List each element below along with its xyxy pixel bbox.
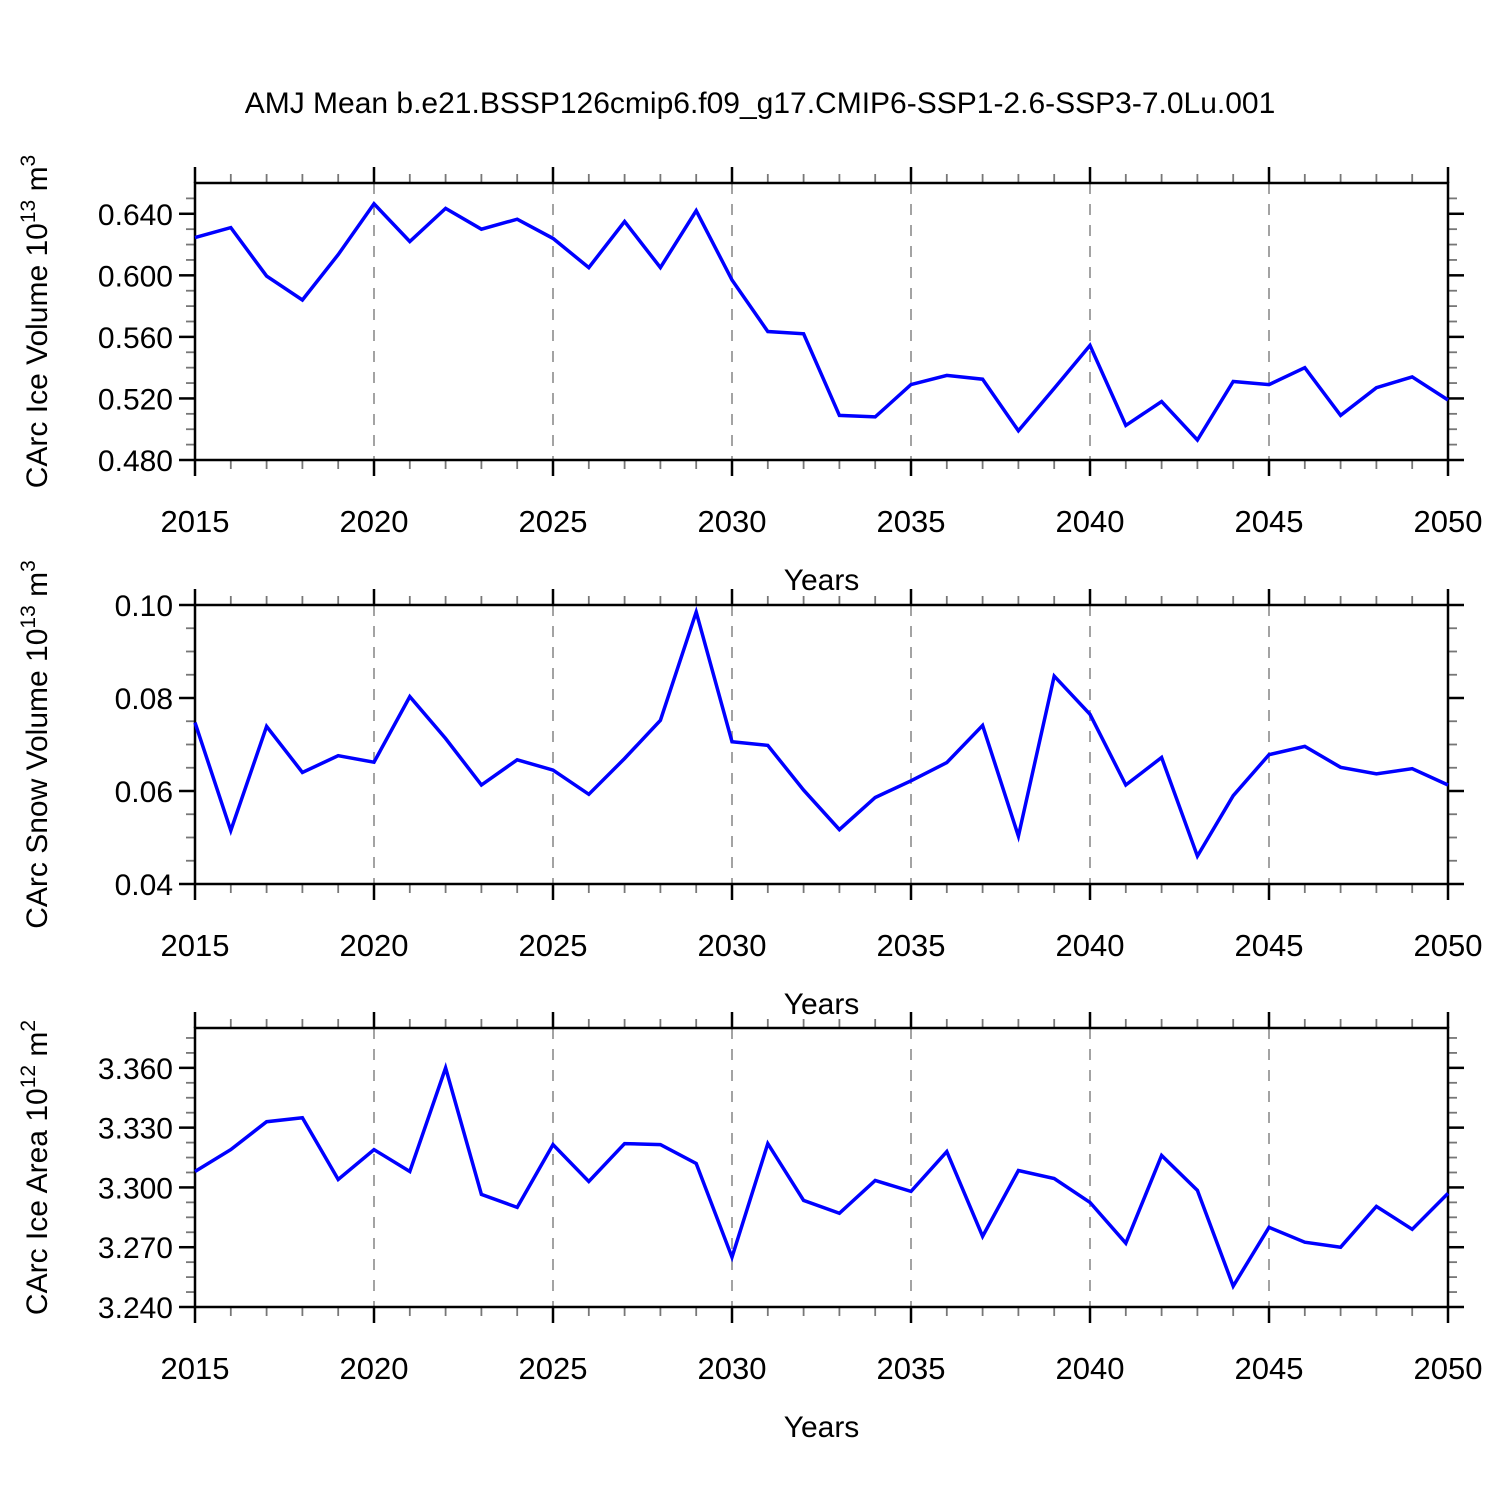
y-tick-label: 0.10 xyxy=(115,590,173,623)
chart-title: AMJ Mean b.e21.BSSP126cmip6.f09_g17.CMIP… xyxy=(245,87,1276,120)
x-tick-label: 2015 xyxy=(161,504,230,539)
x-tick-label: 2025 xyxy=(519,928,588,963)
snow-volume-panel: 0.04 0.06 0.08 0.10 2015 2020 2025 2030 2035 2040… xyxy=(17,560,1482,1021)
y-tick-label: 0.640 xyxy=(98,199,173,232)
y-axis-title: CArc Ice Volume 1013 m3 xyxy=(17,155,54,489)
carc-ice-volume-series-line xyxy=(194,201,1449,443)
x-tick-label: 2045 xyxy=(1235,504,1304,539)
plot-frame xyxy=(193,603,1450,886)
x-tick-label: 2025 xyxy=(519,504,588,539)
y-tick-label: 0.04 xyxy=(115,869,173,902)
x-tick-label: 2040 xyxy=(1056,928,1125,963)
x-axis-title: Years xyxy=(784,564,860,597)
y-tick-label: 0.480 xyxy=(98,445,173,478)
x-tick-label: 2035 xyxy=(877,928,946,963)
x-tick-label: 2045 xyxy=(1235,1351,1304,1386)
x-tick-label: 2020 xyxy=(340,1351,409,1386)
x-tick-label: 2050 xyxy=(1414,1351,1483,1386)
x-tick-label: 2015 xyxy=(161,928,230,963)
x-tick-label: 2050 xyxy=(1414,504,1483,539)
x-tick-label: 2040 xyxy=(1056,504,1125,539)
y-tick-label: 3.240 xyxy=(98,1292,173,1325)
x-tick-label: 2040 xyxy=(1056,1351,1125,1386)
x-tick-label: 2015 xyxy=(161,1351,230,1386)
y-tick-label: 0.600 xyxy=(98,260,173,293)
x-tick-label: 2045 xyxy=(1235,928,1304,963)
ice-volume-panel: 0.480 0.520 0.560 0.600 0.640 2015 2020 2025 203… xyxy=(17,155,1482,597)
y-tick-label: 0.560 xyxy=(98,322,173,355)
x-axis-title: Years xyxy=(784,1411,860,1444)
plot-frame xyxy=(193,1026,1450,1309)
x-tick-label: 2050 xyxy=(1414,928,1483,963)
ice-area-panel: 3.240 3.270 3.300 3.330 3.360 2015 2020 2025 203… xyxy=(17,1012,1482,1444)
y-tick-label: 0.06 xyxy=(115,776,173,809)
x-tick-label: 2025 xyxy=(519,1351,588,1386)
x-tick-label: 2030 xyxy=(698,504,767,539)
y-tick-label: 0.08 xyxy=(115,683,173,716)
y-tick-label: 3.330 xyxy=(98,1113,173,1146)
carc-ice-area-series-line xyxy=(194,1062,1450,1291)
y-axis-title: CArc Snow Volume 1013 m3 xyxy=(17,560,54,929)
x-tick-label: 2035 xyxy=(877,504,946,539)
carc-snow-volume-series-line xyxy=(193,605,1449,861)
x-tick-label: 2030 xyxy=(698,1351,767,1386)
y-tick-label: 3.300 xyxy=(98,1172,173,1205)
x-tick-label: 2020 xyxy=(340,928,409,963)
y-tick-label: 3.360 xyxy=(98,1053,173,1086)
x-tick-label: 2035 xyxy=(877,1351,946,1386)
x-axis-title: Years xyxy=(784,988,860,1021)
y-tick-label: 0.520 xyxy=(98,383,173,416)
y-axis-title: CArc Ice Area 1012 m2 xyxy=(17,1020,54,1315)
y-tick-label: 3.270 xyxy=(98,1232,173,1265)
x-tick-label: 2020 xyxy=(340,504,409,539)
x-tick-label: 2030 xyxy=(698,928,767,963)
plot-frame xyxy=(193,181,1450,462)
